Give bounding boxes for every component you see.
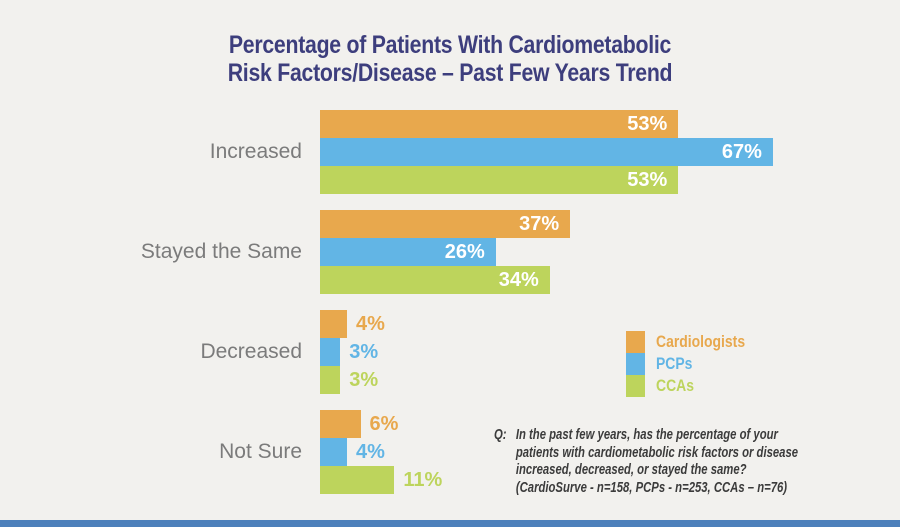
- bar-value-label: 26%: [444, 241, 485, 263]
- bar-group-stayed-the-same: Stayed the Same 37% 26% 34%: [0, 210, 900, 294]
- legend: Cardiologists PCPs CCAs: [626, 331, 765, 397]
- question-text: In the past few years, has the percentag…: [516, 427, 798, 497]
- bar-pcps-decreased: [320, 338, 341, 366]
- question-block: Q: In the past few years, has the percen…: [494, 427, 806, 497]
- bar-chart: Increased 53% 67% 53% Stayed the Same 37% 26% 3…: [0, 110, 900, 500]
- category-label-decreased: Decreased: [200, 340, 302, 363]
- question-line: patients with cardiometabolic risk facto…: [515, 444, 799, 461]
- bar-cardiologists-decreased: [320, 310, 348, 338]
- question-line: In the past few years, has the percentag…: [515, 427, 778, 443]
- legend-item-cardiologists: Cardiologists: [626, 331, 765, 353]
- legend-label: PCPs: [656, 354, 693, 373]
- bar-ccas-stayed-the-same: 34%: [320, 266, 550, 294]
- legend-item-pcps: PCPs: [626, 353, 765, 375]
- legend-swatch-pcps: [626, 353, 645, 375]
- bar-group-not-sure: Not Sure 6% 4% 11%: [0, 410, 900, 494]
- chart-title-line1: Percentage of Patients With Cardiometabo…: [228, 31, 672, 59]
- bar-ccas-not-sure: [320, 466, 395, 494]
- bar-value-label: 4%: [356, 441, 385, 463]
- bar-value-label: 53%: [627, 169, 668, 191]
- category-label-not-sure: Not Sure: [219, 440, 302, 463]
- bar-group-increased: Increased 53% 67% 53%: [0, 110, 900, 194]
- bar-value-label: 3%: [349, 369, 379, 391]
- question-line: (CardioSurve - n=158, PCPs - n=253, CCAs…: [515, 479, 788, 496]
- bar-value-label: 11%: [403, 469, 443, 491]
- legend-item-ccas: CCAs: [626, 375, 765, 397]
- question-line: increased, decreased, or stayed the same…: [515, 462, 747, 478]
- category-label-stayed-the-same: Stayed the Same: [140, 240, 302, 263]
- legend-swatch-ccas: [626, 375, 645, 397]
- bar-value-label: 34%: [498, 269, 539, 291]
- footer-bar: [0, 520, 900, 527]
- legend-label: CCAs: [656, 376, 694, 395]
- bar-value-label: 3%: [349, 341, 379, 363]
- bar-cardiologists-not-sure: [320, 410, 361, 438]
- bar-value-label: 4%: [356, 313, 385, 335]
- bar-pcps-increased: 67%: [320, 138, 773, 166]
- bar-pcps-stayed-the-same: 26%: [320, 238, 496, 266]
- bar-pcps-not-sure: [320, 438, 348, 466]
- bar-ccas-decreased: [320, 366, 341, 394]
- chart-title-line2: Risk Factors/Disease – Past Few Years Tr…: [227, 59, 673, 87]
- legend-label: Cardiologists: [656, 332, 746, 351]
- bar-cardiologists-stayed-the-same: 37%: [320, 210, 571, 238]
- bar-value-label: 6%: [369, 413, 399, 435]
- bar-value-label: 37%: [519, 213, 560, 235]
- bar-cardiologists-increased: 53%: [320, 110, 679, 138]
- question-prefix: Q:: [494, 427, 507, 443]
- legend-swatch-cardiologists: [626, 331, 645, 353]
- bar-group-decreased: Decreased 4% 3% 3%: [0, 310, 900, 394]
- bar-value-label: 53%: [627, 113, 668, 135]
- bar-value-label: 67%: [721, 141, 762, 163]
- chart-title: Percentage of Patients With Cardiometabo…: [68, 31, 833, 87]
- category-label-increased: Increased: [209, 140, 302, 163]
- bar-ccas-increased: 53%: [320, 166, 679, 194]
